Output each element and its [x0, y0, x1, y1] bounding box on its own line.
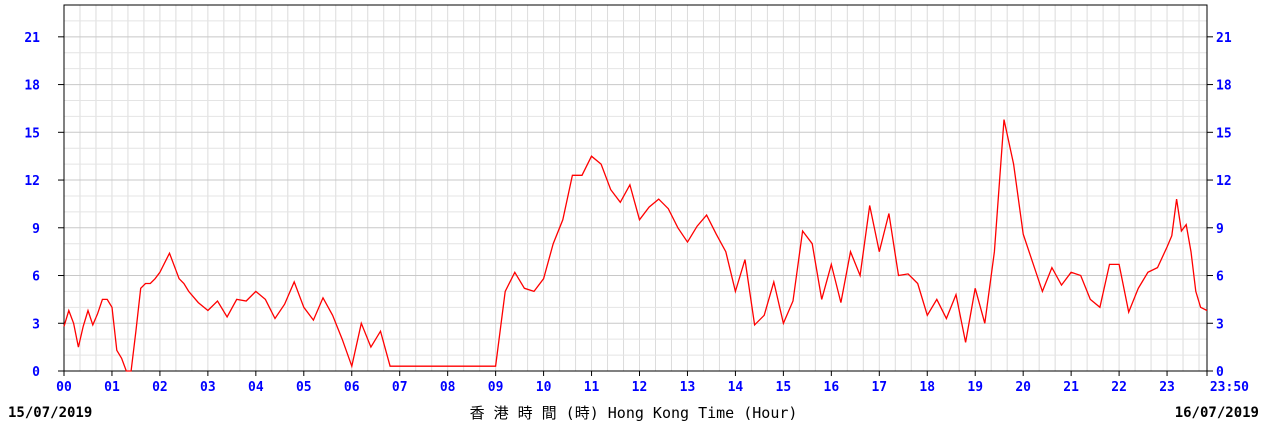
x-tick-label: 15: [776, 380, 792, 395]
y-tick-label-left: 21: [24, 31, 40, 46]
x-tick-label: 04: [248, 380, 264, 395]
y-tick-label-right: 6: [1216, 270, 1224, 285]
x-tick-label: 07: [392, 380, 408, 395]
x-tick-label: 20: [1015, 380, 1031, 395]
y-axis-left: 0 3 6 9 12 15 18 21: [24, 31, 64, 380]
y-tick-label-right: 15: [1216, 126, 1232, 141]
x-tick-label: 19: [967, 380, 983, 395]
x-tick-label: 16: [824, 380, 840, 395]
y-tick-label-right: 3: [1216, 317, 1224, 332]
x-tick-label: 18: [919, 380, 935, 395]
x-tick-label: 00: [56, 380, 72, 395]
y-tick-label-left: 15: [24, 126, 40, 141]
x-tick-label: 22: [1111, 380, 1127, 395]
y-tick-label-left: 12: [24, 174, 40, 189]
x-tick-label: 12: [632, 380, 648, 395]
x-tick-label: 14: [728, 380, 744, 395]
y-tick-label-left: 18: [24, 79, 40, 94]
y-tick-label-left: 9: [32, 222, 40, 237]
x-axis: 00 01 02 03 04 05 06 07 08 09 10 11 12 13 14 15 16 17 18 19…: [56, 371, 1249, 395]
y-tick-label-right: 9: [1216, 222, 1224, 237]
x-tick-label: 13: [680, 380, 696, 395]
y-axis-right: 0 3 6 9 12 15 18 21: [1207, 31, 1232, 380]
y-tick-label-left: 0: [32, 365, 40, 380]
x-tick-label: 11: [584, 380, 600, 395]
y-tick-label-left: 3: [32, 317, 40, 332]
x-tick-label: 08: [440, 380, 456, 395]
x-tick-label: 21: [1063, 380, 1079, 395]
x-tick-label: 06: [344, 380, 360, 395]
start-date: 15/07/2019: [8, 405, 93, 421]
x-tick-label: 23:50: [1210, 380, 1249, 395]
y-tick-label-left: 6: [32, 270, 40, 285]
x-tick-label: 01: [104, 380, 120, 395]
x-axis-title: 香 港 時 間 (時) Hong Kong Time (Hour): [469, 404, 798, 422]
x-tick-label: 03: [200, 380, 216, 395]
y-tick-label-right: 12: [1216, 174, 1232, 189]
x-tick-label: 05: [296, 380, 312, 395]
x-tick-label: 09: [488, 380, 504, 395]
end-date: 16/07/2019: [1174, 405, 1259, 421]
x-tick-label: 10: [536, 380, 552, 395]
y-tick-label-right: 0: [1216, 365, 1224, 380]
y-tick-label-right: 18: [1216, 79, 1232, 94]
x-tick-label: 02: [152, 380, 168, 395]
x-tick-label: 23: [1159, 380, 1175, 395]
y-tick-label-right: 21: [1216, 31, 1232, 46]
x-tick-label: 17: [871, 380, 887, 395]
series-line: [63, 119, 1208, 372]
grid-lines: [64, 5, 1207, 371]
plot-frame: [63, 4, 1208, 372]
